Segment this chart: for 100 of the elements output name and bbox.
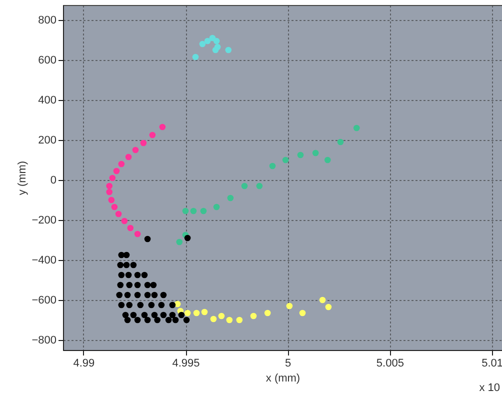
point	[141, 312, 148, 318]
point	[106, 182, 113, 190]
point	[134, 292, 141, 298]
point	[214, 44, 221, 50]
point	[127, 224, 134, 232]
point	[172, 316, 179, 324]
point	[151, 312, 158, 318]
point	[126, 282, 133, 288]
point	[137, 302, 144, 308]
y-tick-label: 600	[38, 54, 56, 66]
x-tick-label: 5	[285, 358, 292, 370]
point	[111, 204, 118, 210]
point	[190, 208, 197, 214]
point	[151, 292, 158, 298]
point	[121, 218, 128, 224]
point	[184, 234, 191, 242]
point	[150, 282, 157, 288]
y-tick-label: −800	[32, 334, 56, 346]
point	[176, 238, 183, 246]
point	[210, 316, 217, 322]
y-tick-label: 0	[50, 174, 56, 186]
point	[183, 316, 190, 324]
point	[123, 262, 130, 268]
point	[269, 162, 276, 170]
point	[250, 312, 257, 320]
point	[130, 262, 137, 268]
point	[201, 308, 208, 316]
point	[148, 302, 155, 308]
point	[324, 156, 331, 164]
point	[117, 282, 124, 288]
point	[213, 204, 220, 210]
point	[184, 310, 191, 316]
point	[115, 210, 122, 218]
point	[158, 302, 165, 308]
point	[118, 302, 125, 308]
y-tick-label: −600	[32, 294, 56, 306]
point	[199, 40, 206, 48]
point	[108, 196, 115, 204]
point	[169, 302, 176, 308]
text: x 10	[479, 382, 500, 394]
point	[160, 292, 167, 298]
point	[132, 146, 139, 154]
point	[256, 182, 263, 190]
y-tick-label: 200	[38, 134, 56, 146]
point	[123, 252, 130, 258]
point	[117, 262, 124, 268]
point	[149, 132, 156, 138]
point	[227, 194, 234, 202]
point	[126, 302, 133, 308]
point	[109, 174, 116, 182]
y-axis-title: y (mm)	[16, 160, 29, 196]
point	[134, 316, 141, 324]
point	[159, 124, 166, 130]
point	[118, 272, 125, 278]
point	[144, 316, 151, 324]
x-tick-label: 5.005	[376, 358, 404, 370]
point	[144, 292, 151, 298]
point	[122, 312, 129, 318]
point	[116, 292, 123, 298]
point	[124, 316, 131, 324]
point	[226, 316, 233, 324]
point	[325, 304, 332, 310]
point	[169, 312, 176, 318]
point	[337, 138, 344, 146]
point	[144, 236, 151, 242]
point	[241, 182, 248, 190]
point	[140, 140, 147, 146]
point	[125, 154, 132, 160]
point	[125, 272, 132, 278]
point	[286, 302, 293, 310]
point	[312, 150, 319, 156]
point	[193, 310, 200, 316]
point	[236, 316, 243, 324]
point	[200, 208, 207, 214]
point	[299, 310, 306, 316]
point	[106, 188, 113, 196]
point	[165, 316, 172, 324]
point	[264, 310, 271, 316]
point	[144, 282, 151, 288]
point	[113, 168, 120, 174]
point	[218, 312, 225, 320]
point	[353, 124, 360, 132]
point	[192, 54, 199, 60]
point	[130, 312, 137, 318]
point	[182, 208, 189, 214]
point	[124, 292, 131, 298]
point	[134, 272, 141, 278]
point	[319, 296, 326, 304]
point	[134, 230, 141, 238]
point	[160, 312, 167, 318]
x-tick-label: 4.995	[172, 358, 200, 370]
y-tick-label: −200	[32, 214, 56, 226]
y-tick-label: 800	[38, 14, 56, 26]
point	[174, 300, 181, 308]
point	[297, 152, 304, 158]
point	[204, 38, 211, 44]
point	[118, 160, 125, 168]
point	[213, 38, 220, 44]
point	[154, 316, 160, 324]
point	[178, 312, 185, 318]
